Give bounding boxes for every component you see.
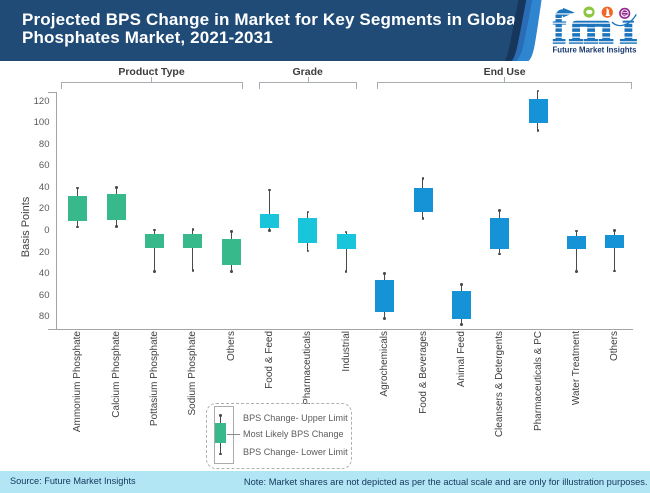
svg-text:Future Market Insights: Future Market Insights [553,45,637,55]
